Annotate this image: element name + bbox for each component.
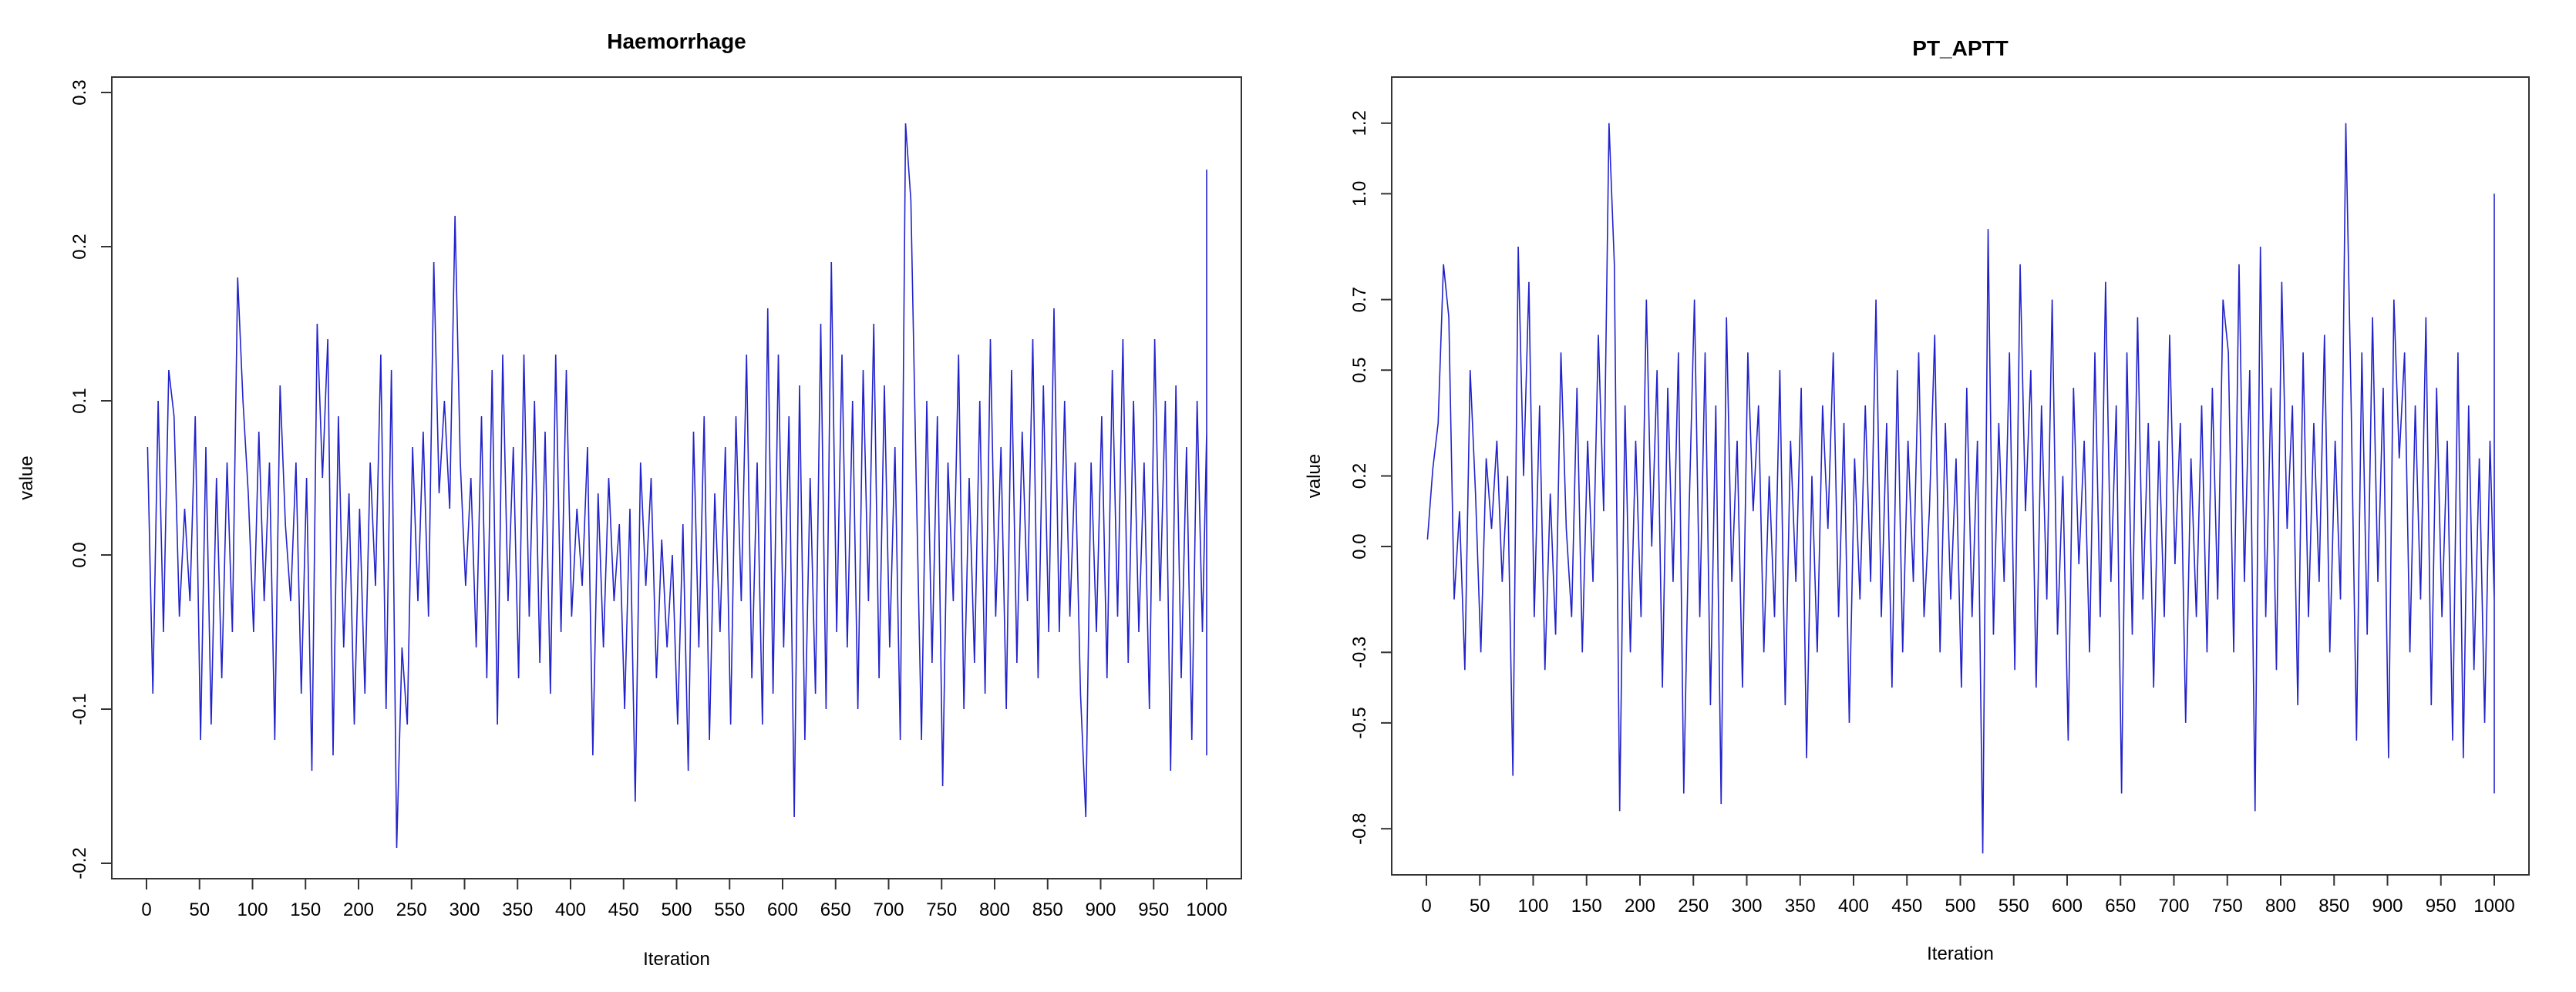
y-tick-label: 0.2 [1349, 463, 1370, 489]
y-tick-label: -0.1 [69, 693, 90, 725]
x-tick-label: 50 [189, 900, 210, 920]
x-tick-label: 750 [926, 900, 957, 920]
chart-panel-pt-aptt: PT_APTT 0 50 100 150 200 250 300 350 400 450 500 550… [1288, 0, 2576, 992]
x-tick-label: 600 [767, 900, 798, 920]
x-tick-label: 750 [2212, 896, 2243, 916]
x-tick-label: 700 [873, 900, 904, 920]
x-tick-label: 900 [2372, 896, 2403, 916]
x-tick-label: 950 [1138, 900, 1169, 920]
y-tick-label: 0.7 [1349, 287, 1370, 312]
x-tick-label: 600 [2052, 896, 2083, 916]
pt-aptt-chart: PT_APTT 0 50 100 150 200 250 300 350 400 450 500 550… [1304, 36, 2530, 964]
y-tick-label: 0.0 [69, 542, 90, 567]
chart-title: PT_APTT [1912, 36, 2008, 60]
y-tick-label: 1.0 [1349, 181, 1370, 207]
x-tick-label: 700 [2158, 896, 2189, 916]
x-tick-label: 50 [1470, 896, 1490, 916]
y-tick-label: 0.2 [69, 234, 90, 259]
x-tick-label: 800 [2265, 896, 2296, 916]
series-line [1426, 123, 2495, 854]
y-tick-label: -0.5 [1349, 707, 1370, 738]
y-tick-label: 0.3 [69, 79, 90, 105]
x-tick-label: 650 [820, 900, 851, 920]
chart-title: Haemorrhage [607, 29, 746, 53]
y-axis-label: value [16, 456, 37, 499]
x-tick-label: 850 [2318, 896, 2349, 916]
plot-frame [1391, 76, 2530, 876]
x-tick-label: 550 [714, 900, 745, 920]
x-tick-label: 350 [1785, 896, 1816, 916]
y-tick-label: -0.8 [1349, 813, 1370, 845]
x-tick-label: 350 [502, 900, 533, 920]
x-tick-label: 950 [2426, 896, 2456, 916]
x-tick-label: 800 [979, 900, 1010, 920]
x-tick-label: 150 [1571, 896, 1602, 916]
x-tick-label: 400 [1838, 896, 1869, 916]
x-tick-label: 0 [141, 900, 151, 920]
x-axis-label: Iteration [1927, 943, 1994, 964]
x-tick-label: 850 [1032, 900, 1063, 920]
x-tick-label: 550 [1999, 896, 2029, 916]
x-tick-label: 150 [290, 900, 321, 920]
plot-frame [111, 76, 1242, 879]
x-tick-label: 450 [1891, 896, 1922, 916]
series-line [146, 123, 1207, 849]
x-tick-label: 500 [661, 900, 692, 920]
x-tick-label: 900 [1085, 900, 1116, 920]
x-tick-label: 500 [1945, 896, 1975, 916]
x-tick-label: 650 [2105, 896, 2136, 916]
x-tick-label: 250 [1678, 896, 1709, 916]
chart-panel-haemorrhage: Haemorrhage 0 50 100 150 200 250 300 350 400 450 50… [16, 29, 1242, 970]
x-tick-label: 300 [449, 900, 480, 920]
x-tick-label: 0 [1421, 896, 1431, 916]
y-tick-label: -0.2 [69, 847, 90, 879]
x-tick-label: 300 [1731, 896, 1762, 916]
x-axis-label: Iteration [643, 949, 710, 970]
y-tick-label: -0.3 [1349, 637, 1370, 668]
x-tick-label: 450 [608, 900, 639, 920]
y-tick-label: 0.0 [1349, 533, 1370, 559]
y-tick-label: 0.1 [69, 388, 90, 413]
x-tick-label: 200 [1625, 896, 1655, 916]
x-tick-label: 100 [1517, 896, 1548, 916]
x-tick-label: 100 [237, 900, 268, 920]
x-tick-label: 250 [396, 900, 427, 920]
x-tick-label: 1000 [1186, 900, 1227, 920]
y-tick-label: 1.2 [1349, 110, 1370, 136]
haemorrhage-chart: Haemorrhage 0 50 100 150 200 250 300 350 400 450 50… [16, 29, 1242, 970]
x-tick-label: 1000 [2473, 896, 2514, 916]
y-tick-label: 0.5 [1349, 358, 1370, 383]
x-tick-label: 400 [555, 900, 586, 920]
y-axis-label: value [1304, 454, 1325, 498]
x-tick-label: 200 [343, 900, 374, 920]
